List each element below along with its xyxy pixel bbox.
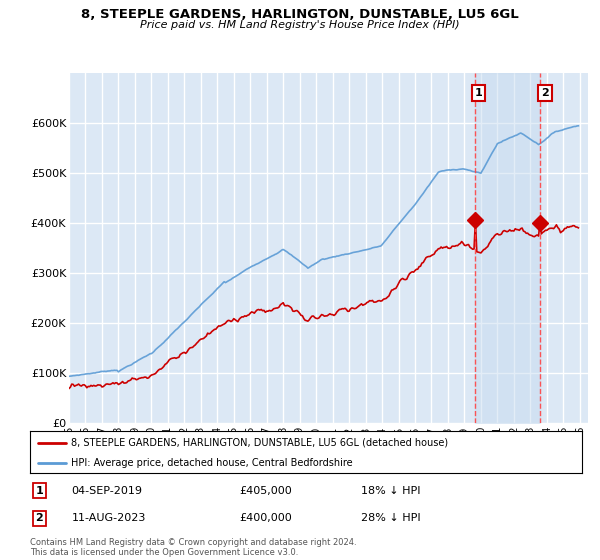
Text: 8, STEEPLE GARDENS, HARLINGTON, DUNSTABLE, LU5 6GL (detached house): 8, STEEPLE GARDENS, HARLINGTON, DUNSTABL…: [71, 438, 449, 448]
Text: 2: 2: [541, 88, 549, 98]
Text: £400,000: £400,000: [240, 514, 293, 523]
Text: 11-AUG-2023: 11-AUG-2023: [71, 514, 146, 523]
Text: HPI: Average price, detached house, Central Bedfordshire: HPI: Average price, detached house, Cent…: [71, 458, 353, 468]
Text: 18% ↓ HPI: 18% ↓ HPI: [361, 486, 421, 496]
Text: 8, STEEPLE GARDENS, HARLINGTON, DUNSTABLE, LU5 6GL: 8, STEEPLE GARDENS, HARLINGTON, DUNSTABL…: [81, 8, 519, 21]
Text: 1: 1: [35, 486, 43, 496]
Text: 1: 1: [475, 88, 482, 98]
Text: 2: 2: [35, 514, 43, 523]
Text: 28% ↓ HPI: 28% ↓ HPI: [361, 514, 421, 523]
Text: 04-SEP-2019: 04-SEP-2019: [71, 486, 142, 496]
Text: £405,000: £405,000: [240, 486, 293, 496]
Text: Price paid vs. HM Land Registry's House Price Index (HPI): Price paid vs. HM Land Registry's House …: [140, 20, 460, 30]
Text: Contains HM Land Registry data © Crown copyright and database right 2024.
This d: Contains HM Land Registry data © Crown c…: [30, 538, 356, 557]
